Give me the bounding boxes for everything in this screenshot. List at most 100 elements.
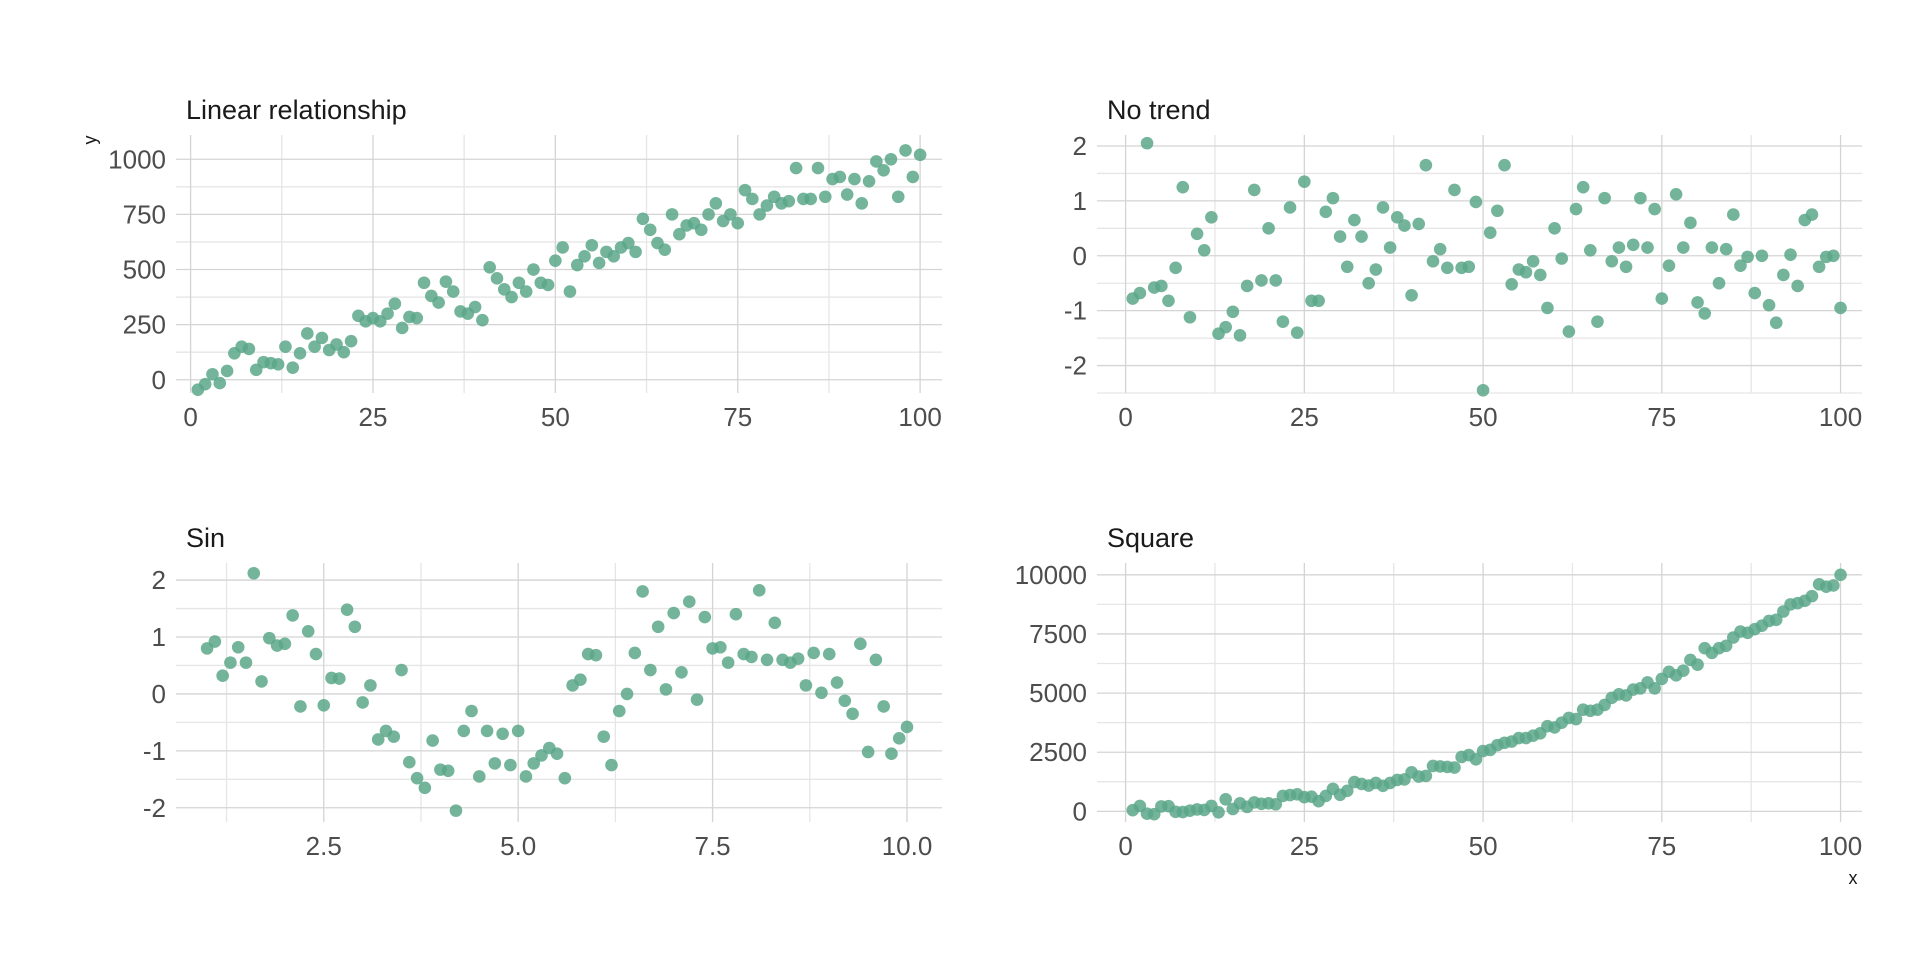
no-trend-data-point: [1762, 298, 1776, 312]
linear-relationship-data-point: [563, 285, 577, 298]
sin-data-point: [348, 620, 362, 634]
no-trend-data-point: [1162, 294, 1175, 308]
sin-data-point: [838, 694, 852, 708]
no-trend-data-point: [1705, 241, 1719, 254]
no-trend-data-point: [1419, 158, 1433, 172]
sin-data-point: [892, 732, 906, 745]
sin-data-point: [309, 647, 323, 661]
linear-relationship-data-point: [702, 208, 715, 221]
no-trend-data-point: [1226, 305, 1240, 319]
sin-data-point: [597, 730, 611, 743]
linear-relationship-data-point: [301, 327, 314, 340]
linear-relationship-data-point: [344, 334, 358, 348]
sin-data-point: [301, 625, 315, 638]
linear-relationship-data-point: [643, 223, 657, 237]
linear-relationship-data-point: [206, 367, 219, 381]
no-trend-data-point: [1526, 254, 1540, 268]
linear-relationship-data-point: [337, 345, 351, 359]
linear-relationship-data-point: [505, 290, 518, 304]
sin-data-point: [605, 758, 618, 772]
no-trend-data-point: [1769, 316, 1783, 330]
square-data-point: [1719, 639, 1733, 653]
sin-data-point: [441, 764, 455, 778]
linear-relationship-x-tick-label: 100: [898, 402, 941, 432]
no-trend-data-point: [1584, 243, 1597, 257]
sin-data-point: [402, 755, 416, 769]
linear-relationship-data-point: [877, 163, 890, 177]
linear-relationship-data-point: [622, 236, 635, 250]
linear-relationship-data-point: [694, 223, 708, 237]
no-trend-data-point: [1262, 222, 1275, 235]
sin-y-tick-label: 0: [152, 679, 166, 709]
no-trend-y-tick-label: -1: [1064, 296, 1087, 326]
sin-data-point: [224, 656, 237, 669]
linear-relationship-data-point: [782, 194, 796, 208]
square-title: Square: [1107, 523, 1194, 553]
no-trend-data-point: [1591, 315, 1604, 328]
no-trend-data-point: [1190, 227, 1204, 241]
no-trend-data-point: [1626, 238, 1640, 252]
square-data-point: [1219, 792, 1232, 806]
square-data-point: [1419, 769, 1433, 783]
linear-relationship-y-tick-label: 0: [152, 365, 166, 395]
no-trend-data-point: [1183, 310, 1197, 324]
no-trend-data-point: [1505, 278, 1518, 291]
sin-data-point: [900, 720, 914, 734]
no-trend-data-point: [1562, 325, 1576, 338]
sin-data-point: [480, 724, 494, 738]
linear-relationship-x-tick-label: 25: [359, 402, 388, 432]
no-trend-data-point: [1791, 279, 1804, 293]
sin-data-point: [371, 733, 385, 746]
sin-data-point: [760, 653, 774, 667]
linear-relationship-data-point: [446, 285, 460, 298]
no-trend-data-point: [1412, 217, 1426, 231]
no-trend-data-point: [1812, 260, 1826, 274]
linear-relationship-data-point: [293, 347, 307, 360]
no-trend-data-point: [1476, 383, 1490, 397]
linear-relationship-y-tick-label: 250: [123, 310, 166, 340]
no-trend-data-point: [1719, 242, 1733, 256]
no-trend-data-point: [1269, 274, 1283, 287]
no-trend-data-point: [1734, 259, 1747, 272]
no-trend-data-point: [1390, 211, 1404, 224]
no-trend-y-tick-label: 0: [1073, 241, 1087, 271]
sin-data-point: [286, 609, 299, 622]
square-data-point: [1648, 682, 1661, 695]
sin-x-tick-label: 7.5: [695, 831, 731, 861]
linear-relationship-data-point: [556, 241, 569, 254]
no-trend-data-point: [1290, 326, 1304, 339]
no-trend-data-point: [1219, 320, 1232, 334]
no-trend-data-point: [1741, 250, 1754, 264]
square-data-point: [1834, 568, 1847, 582]
no-trend-data-point: [1205, 211, 1218, 224]
linear-relationship-data-point: [636, 212, 650, 226]
no-trend-data-point: [1598, 191, 1611, 205]
no-trend-data-point: [1662, 259, 1676, 272]
no-trend-y-tick-label: 2: [1073, 131, 1087, 161]
sin-data-point: [387, 730, 401, 743]
no-trend-data-point: [1326, 191, 1340, 205]
no-trend-title: No trend: [1107, 95, 1211, 125]
sin-data-point: [854, 637, 867, 651]
no-trend-data-point: [1676, 241, 1690, 254]
sin-data-point: [807, 646, 820, 660]
square-data-point: [1827, 579, 1840, 592]
sin-data-point: [317, 699, 331, 712]
sin-data-point: [682, 595, 696, 609]
sin-data-point: [791, 652, 805, 665]
square-panel: Square 0 25 50 75 100 0 2500 5000 7500 10000: [1015, 523, 1863, 861]
no-trend-data-point: [1369, 263, 1383, 276]
linear-relationship-y-tick-label: 750: [123, 199, 166, 229]
no-trend-data-point: [1362, 276, 1375, 290]
no-trend-data-point: [1405, 288, 1418, 302]
linear-relationship-data-point: [468, 300, 482, 314]
no-trend-data-point: [1255, 274, 1268, 287]
y-axis-label: y: [80, 136, 100, 145]
no-trend-data-point: [1283, 201, 1297, 214]
sin-data-point: [340, 603, 354, 616]
linear-relationship-data-point: [731, 216, 745, 230]
square-data-point: [1691, 658, 1704, 672]
linear-relationship-y-tick-label: 1000: [108, 144, 166, 174]
linear-relationship-data-point: [848, 172, 861, 186]
no-trend-x-tick-label: 50: [1469, 402, 1498, 432]
